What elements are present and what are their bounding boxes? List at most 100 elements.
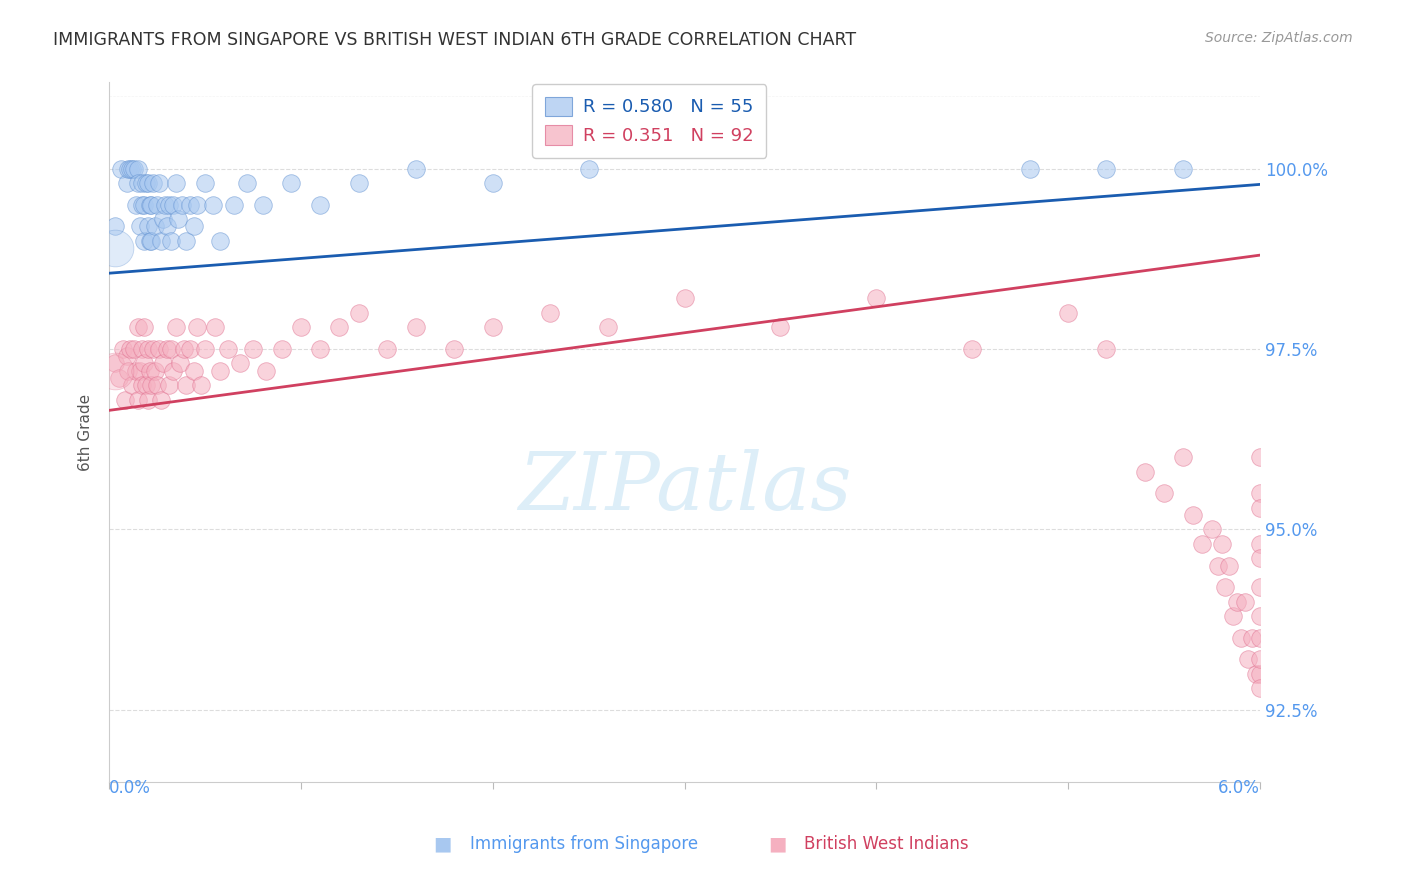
Text: IMMIGRANTS FROM SINGAPORE VS BRITISH WEST INDIAN 6TH GRADE CORRELATION CHART: IMMIGRANTS FROM SINGAPORE VS BRITISH WES… bbox=[53, 31, 856, 49]
Point bbox=[328, 320, 350, 334]
Point bbox=[209, 234, 232, 248]
Point bbox=[1244, 666, 1267, 681]
Point bbox=[1249, 666, 1271, 681]
Point bbox=[217, 342, 239, 356]
Point bbox=[150, 234, 173, 248]
Point bbox=[174, 234, 197, 248]
Point bbox=[138, 234, 160, 248]
Point bbox=[131, 176, 153, 190]
Point bbox=[165, 320, 187, 334]
Point bbox=[146, 197, 169, 211]
Point bbox=[1218, 558, 1240, 573]
Point bbox=[121, 378, 143, 392]
Point bbox=[1191, 537, 1213, 551]
Point bbox=[256, 364, 278, 378]
Point bbox=[132, 197, 155, 211]
Point bbox=[142, 176, 165, 190]
Point bbox=[141, 197, 163, 211]
Point bbox=[179, 342, 201, 356]
Point bbox=[1133, 465, 1156, 479]
Point bbox=[1249, 551, 1271, 566]
Point bbox=[122, 342, 145, 356]
Point bbox=[104, 241, 127, 255]
Point bbox=[1249, 486, 1271, 500]
Point bbox=[481, 176, 503, 190]
Point bbox=[167, 212, 190, 227]
Point bbox=[538, 306, 561, 320]
Point bbox=[673, 292, 696, 306]
Point bbox=[1249, 652, 1271, 666]
Text: 6.0%: 6.0% bbox=[1218, 779, 1260, 797]
Point bbox=[375, 342, 398, 356]
Point bbox=[242, 342, 264, 356]
Point bbox=[148, 342, 170, 356]
Point bbox=[157, 197, 180, 211]
Point bbox=[111, 342, 134, 356]
Point bbox=[125, 364, 148, 378]
Legend: R = 0.580   N = 55, R = 0.351   N = 92: R = 0.580 N = 55, R = 0.351 N = 92 bbox=[533, 84, 766, 158]
Point bbox=[120, 161, 142, 176]
Point bbox=[228, 356, 250, 370]
Point bbox=[131, 197, 153, 211]
Point bbox=[405, 320, 427, 334]
Point bbox=[174, 378, 197, 392]
Point bbox=[150, 392, 173, 407]
Point bbox=[121, 161, 143, 176]
Point bbox=[135, 378, 157, 392]
Text: 0.0%: 0.0% bbox=[110, 779, 150, 797]
Point bbox=[104, 219, 127, 234]
Point bbox=[1018, 161, 1040, 176]
Point bbox=[117, 161, 139, 176]
Point bbox=[153, 197, 176, 211]
Point bbox=[159, 342, 181, 356]
Point bbox=[165, 176, 187, 190]
Point bbox=[1226, 594, 1249, 608]
Point bbox=[405, 161, 427, 176]
Point bbox=[222, 197, 245, 211]
Point bbox=[1249, 609, 1271, 624]
Point bbox=[115, 176, 138, 190]
Point bbox=[280, 176, 302, 190]
Point bbox=[1211, 537, 1233, 551]
Point bbox=[578, 161, 600, 176]
Point bbox=[136, 176, 159, 190]
Point bbox=[1249, 500, 1271, 515]
Point bbox=[129, 219, 152, 234]
Point bbox=[960, 342, 983, 356]
Point bbox=[1249, 537, 1271, 551]
Point bbox=[1057, 306, 1080, 320]
Point bbox=[141, 378, 163, 392]
Point bbox=[120, 342, 142, 356]
Point bbox=[136, 392, 159, 407]
Point bbox=[172, 197, 194, 211]
Point bbox=[132, 320, 155, 334]
Point bbox=[186, 320, 208, 334]
Point bbox=[104, 356, 127, 370]
Point bbox=[1173, 450, 1195, 465]
Point bbox=[132, 234, 155, 248]
Point bbox=[1241, 631, 1264, 645]
Text: ZIPatlas: ZIPatlas bbox=[517, 450, 851, 527]
Point bbox=[443, 342, 465, 356]
Point bbox=[194, 176, 217, 190]
Point bbox=[201, 197, 224, 211]
Point bbox=[1201, 523, 1223, 537]
Point bbox=[138, 197, 160, 211]
Text: Immigrants from Singapore: Immigrants from Singapore bbox=[470, 835, 697, 853]
Point bbox=[183, 219, 205, 234]
Point bbox=[127, 392, 149, 407]
Point bbox=[186, 197, 208, 211]
Point bbox=[236, 176, 259, 190]
Point bbox=[162, 364, 184, 378]
Point bbox=[152, 212, 174, 227]
Point bbox=[108, 371, 131, 385]
Point bbox=[309, 342, 332, 356]
Point bbox=[173, 342, 195, 356]
Point bbox=[127, 320, 149, 334]
Point bbox=[104, 364, 127, 378]
Point bbox=[141, 234, 163, 248]
Point bbox=[131, 378, 153, 392]
Point bbox=[194, 342, 217, 356]
Point bbox=[136, 219, 159, 234]
Point bbox=[156, 219, 179, 234]
